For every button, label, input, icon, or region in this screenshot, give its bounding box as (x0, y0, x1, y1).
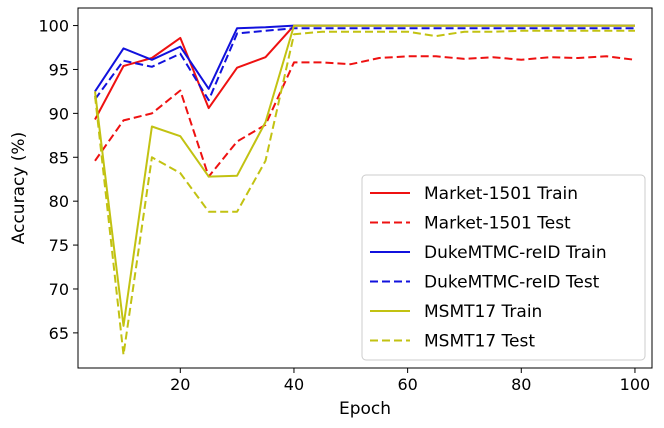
y-tick-label: 85 (49, 148, 69, 167)
legend-label: MSMT17 Test (424, 332, 535, 352)
series-line-2 (94, 55, 636, 178)
series-line-5 (94, 24, 635, 327)
y-tick-label: 80 (49, 192, 69, 211)
legend: Market-1501 Train Market-1501 Test DukeMTM… (361, 174, 646, 361)
y-tick-label: 90 (49, 104, 69, 123)
legend-label: Market-1501 Train (424, 184, 578, 204)
series-line-1 (94, 24, 635, 120)
legend-label: Market-1501 Test (424, 214, 571, 234)
x-tick-label: 40 (284, 375, 304, 394)
y-tick-label: 65 (49, 324, 69, 343)
x-axis-label: Epoch (339, 399, 391, 419)
legend-label: DukeMTMC-reID Train (424, 243, 607, 263)
series-line-4 (94, 27, 635, 102)
y-tick-label: 100 (38, 17, 69, 36)
y-tick-label: 95 (49, 60, 69, 79)
y-tick-label: 70 (49, 280, 69, 299)
x-tick-label: 100 (620, 375, 651, 394)
series-layer (94, 24, 636, 356)
x-axis: 20 40 60 80 100 (170, 368, 650, 394)
plot-frame (77, 7, 653, 369)
y-axis: 65 70 75 80 85 90 95 100 (38, 17, 78, 343)
legend-label: MSMT17 Train (424, 302, 542, 322)
series-line-3 (94, 24, 635, 92)
legend-box (361, 174, 646, 361)
x-tick-label: 20 (170, 375, 190, 394)
x-tick-label: 80 (511, 375, 531, 394)
series-line-6 (94, 29, 635, 356)
y-tick-label: 75 (49, 236, 69, 255)
y-axis-label: Accuracy (%) (9, 132, 29, 244)
x-tick-label: 60 (397, 375, 417, 394)
legend-label: DukeMTMC-reID Test (424, 273, 600, 293)
